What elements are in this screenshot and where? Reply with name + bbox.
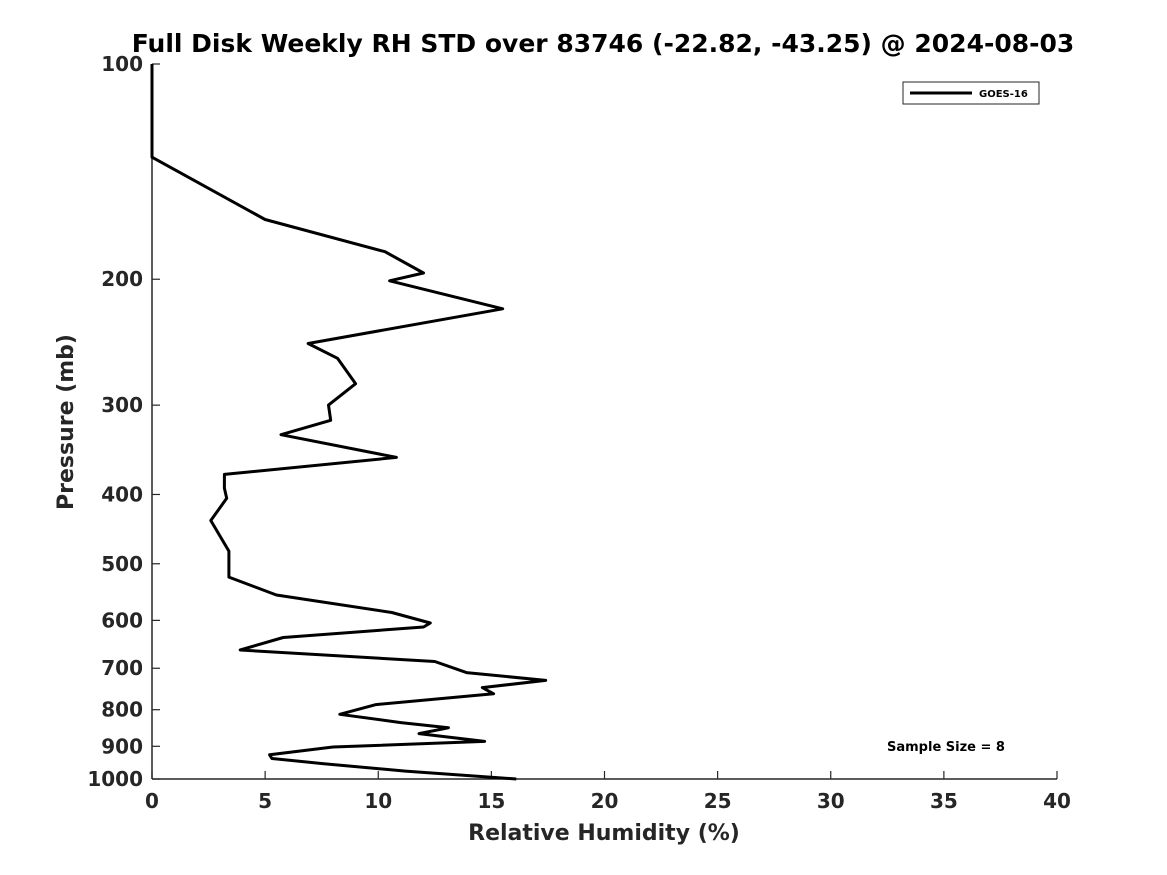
y-tick-label: 400 [101, 482, 143, 506]
y-tick-label: 600 [101, 608, 143, 632]
y-tick-label: 200 [101, 267, 143, 291]
y-tick-label: 100 [101, 52, 143, 76]
y-ticks: 100 200 300 400 500 600 700 800 900 1000 [87, 52, 160, 791]
legend-label-goes-16: GOES-16 [979, 89, 1028, 100]
x-tick-label: 25 [704, 789, 732, 813]
sample-size-annotation: Sample Size = 8 [887, 740, 1005, 755]
x-ticks: 0 5 10 15 20 25 30 35 40 [145, 771, 1071, 813]
legend: GOES-16 [902, 81, 1040, 105]
x-tick-label: 0 [145, 789, 159, 813]
x-tick-label: 5 [258, 789, 272, 813]
x-tick-label: 30 [817, 789, 845, 813]
y-axis-label: Pressure (mb) [54, 334, 79, 510]
y-tick-label: 900 [101, 734, 143, 758]
series-layer [150, 64, 548, 781]
series-line-goes-16 [150, 64, 548, 781]
x-axis-label: Relative Humidity (%) [468, 821, 740, 846]
x-tick-label: 40 [1043, 789, 1071, 813]
plot-area: 0 5 10 15 20 25 30 35 40 100 200 300 400 500 600 700 80… [87, 52, 1071, 813]
y-tick-label: 800 [101, 698, 143, 722]
x-tick-label: 10 [364, 789, 392, 813]
y-tick-label: 1000 [87, 767, 143, 791]
chart-title: Full Disk Weekly RH STD over 83746 (-22.… [132, 29, 1075, 58]
x-tick-label: 20 [591, 789, 619, 813]
x-tick-label: 15 [477, 789, 505, 813]
y-tick-label: 500 [101, 552, 143, 576]
y-tick-label: 700 [101, 656, 143, 680]
y-tick-label: 300 [101, 393, 143, 417]
x-tick-label: 35 [930, 789, 958, 813]
